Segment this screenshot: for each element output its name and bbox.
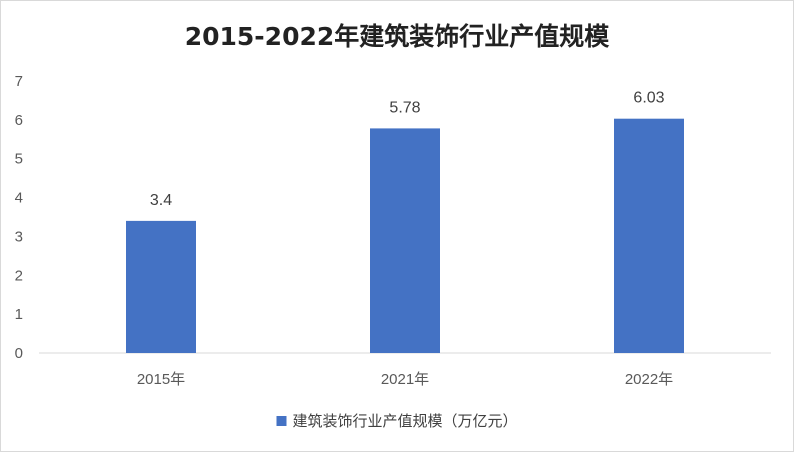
y-tick-label: 5 — [15, 151, 23, 168]
x-tick-label: 2022年 — [625, 371, 673, 388]
data-label: 6.03 — [633, 90, 664, 107]
y-tick-label: 2 — [15, 267, 23, 284]
y-tick-label: 0 — [15, 345, 23, 362]
y-tick-label: 4 — [15, 190, 23, 207]
y-axis-ticks: 0 1 2 3 4 5 6 7 — [15, 73, 23, 362]
legend-label: 建筑装饰行业产值规模（万亿元） — [292, 412, 517, 430]
bar — [614, 118, 684, 353]
data-label: 3.4 — [150, 192, 172, 209]
bars-group — [126, 118, 684, 353]
legend-swatch — [276, 416, 287, 426]
chart-title: 2015-2022年建筑装饰行业产值规模 — [185, 22, 611, 51]
x-tick-label: 2015年 — [137, 371, 185, 388]
x-axis-ticks: 2015年 2021年 2022年 — [137, 371, 673, 388]
y-tick-label: 1 — [15, 306, 23, 323]
bar — [126, 220, 196, 353]
y-tick-label: 3 — [15, 228, 23, 245]
y-tick-label: 6 — [15, 112, 23, 129]
data-label: 5.78 — [389, 99, 420, 116]
data-labels: 3.4 5.78 6.03 — [150, 90, 665, 209]
bar — [370, 128, 440, 353]
y-tick-label: 7 — [15, 73, 23, 90]
x-tick-label: 2021年 — [381, 371, 429, 388]
